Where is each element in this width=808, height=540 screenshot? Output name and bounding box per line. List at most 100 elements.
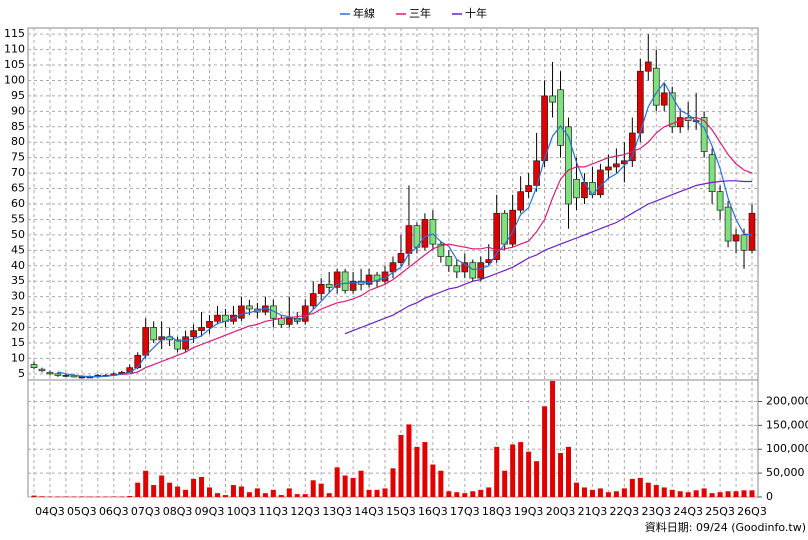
volume-bar (621, 488, 627, 497)
x-tick-label: 25Q3 (705, 505, 735, 518)
candle-body (437, 243, 445, 257)
candle-body (206, 320, 213, 328)
candle-body (525, 185, 532, 192)
x-tick-label: 19Q3 (514, 505, 544, 518)
y-tick-label: 10 (11, 351, 25, 364)
volume-bar (334, 467, 340, 497)
candle-body (341, 271, 349, 291)
x-tick-label: 13Q3 (322, 505, 352, 518)
x-tick-label: 21Q3 (578, 505, 608, 518)
candle-body (469, 262, 477, 279)
candle-body (501, 212, 509, 245)
volume-bar (733, 491, 739, 497)
volume-bar (494, 446, 500, 497)
legend-label: 年線 (353, 6, 375, 20)
y-tick-label: 95 (11, 89, 25, 102)
volume-bar (629, 478, 635, 497)
candle-body (38, 368, 46, 372)
x-tick-label: 24Q3 (673, 505, 703, 518)
candle-body (445, 256, 453, 267)
y-tick-label: 55 (11, 212, 25, 225)
x-tick-label: 05Q3 (67, 505, 97, 518)
ma-line (344, 180, 752, 335)
x-tick-label: 26Q3 (737, 505, 767, 518)
volume-bar (677, 491, 683, 497)
volume-bar (701, 488, 707, 497)
candle-body (732, 234, 740, 242)
ma-line (57, 81, 753, 378)
candle-body (509, 209, 517, 245)
volume-bar (199, 476, 205, 497)
y2-tick-label: 150,000 (766, 418, 808, 431)
y-tick-label: 35 (11, 274, 25, 287)
volume-bar (613, 491, 619, 497)
volume-bar (238, 486, 244, 497)
candle-body (134, 354, 142, 368)
y-tick-label: 85 (11, 120, 25, 133)
y-tick-label: 5 (18, 367, 25, 380)
volume-bar (406, 424, 412, 497)
volume-bar (518, 442, 524, 497)
candle-body (493, 212, 501, 260)
candle-body (597, 169, 604, 196)
volume-bar (151, 485, 157, 497)
volume-bar (167, 482, 173, 497)
candle-body (317, 283, 325, 294)
volume-bar (741, 490, 747, 497)
volume-bar (597, 488, 603, 497)
volume-bar (414, 446, 420, 497)
volume-bar (254, 488, 260, 497)
x-tick-label: 10Q3 (227, 505, 257, 518)
volume-bar (398, 434, 404, 497)
candle-body (644, 61, 652, 72)
volume-bar (685, 492, 691, 497)
candle-body (676, 117, 684, 128)
volume-bar (693, 490, 699, 497)
candle-body (517, 191, 524, 211)
volume-bar (127, 496, 133, 497)
y2-tick-label: 0 (766, 490, 773, 503)
x-tick-label: 09Q3 (195, 505, 225, 518)
volume-bar (382, 488, 388, 497)
x-tick-label: 07Q3 (131, 505, 161, 518)
candle-body (285, 317, 293, 325)
legend-label: 十年 (465, 6, 487, 20)
candle-body (716, 191, 724, 211)
candle-body (349, 280, 357, 291)
candle-body (246, 305, 253, 310)
candle-body (62, 375, 70, 377)
volume-bar (589, 489, 595, 497)
candle-body (605, 166, 612, 171)
volume-bar (550, 380, 556, 497)
candle-body (78, 376, 86, 379)
y-tick-label: 60 (11, 197, 25, 210)
x-tick-label: 20Q3 (546, 505, 576, 518)
candle-body (142, 327, 150, 356)
y-tick-label: 30 (11, 290, 25, 303)
y-tick-label: 40 (11, 259, 25, 272)
volume-bar (207, 487, 213, 497)
candle-body (708, 154, 716, 192)
candle-body (238, 305, 245, 319)
volume-bar (143, 470, 149, 497)
candle-body (190, 330, 197, 338)
volume-bar (350, 477, 356, 497)
volume-bar (478, 489, 484, 497)
candle-body (198, 327, 205, 331)
y-tick-label: 20 (11, 321, 25, 334)
candle-body (748, 212, 756, 251)
y-tick-label: 50 (11, 228, 25, 241)
volume-bar (326, 493, 332, 497)
candle-body (565, 126, 572, 205)
y-tick-label: 15 (11, 336, 25, 349)
candle-body (46, 371, 54, 375)
volume-bar (526, 451, 532, 497)
volume-bar (183, 489, 189, 497)
x-tick-label: 08Q3 (163, 505, 193, 518)
candle-body (333, 271, 341, 288)
candle-body (429, 219, 437, 245)
candle-body (214, 314, 221, 322)
volume-bar (270, 489, 276, 497)
volume-bar (486, 487, 492, 497)
